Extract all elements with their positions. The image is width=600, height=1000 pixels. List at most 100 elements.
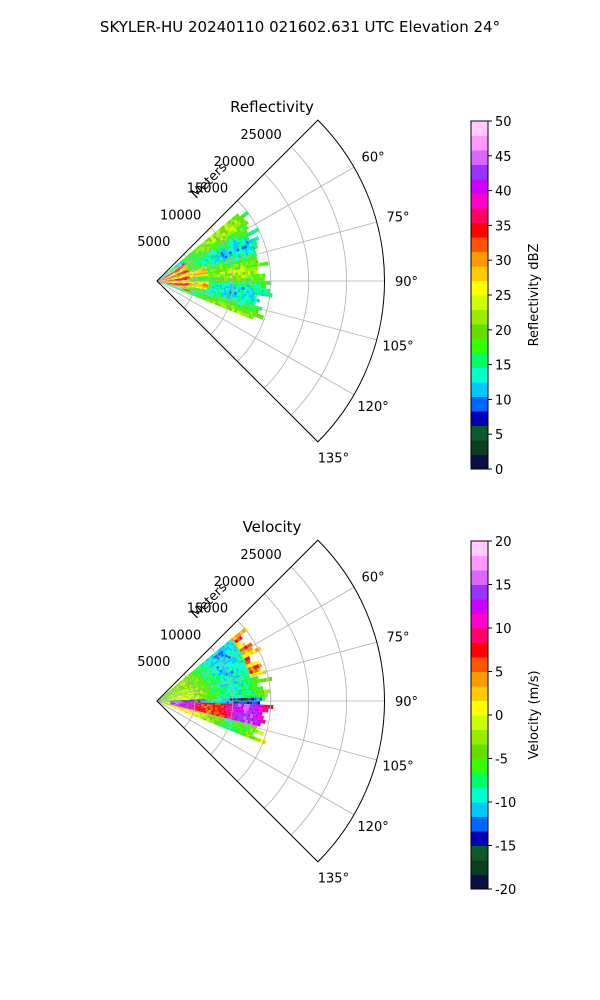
radar-gate <box>208 238 213 243</box>
colorbar-segment <box>471 208 488 223</box>
radar-gate <box>227 270 231 274</box>
radar-gate <box>181 699 185 701</box>
radar-gate <box>262 708 266 713</box>
radar-gate <box>218 269 222 273</box>
radar-gate <box>220 686 224 690</box>
radar-gate <box>245 694 249 698</box>
radar-gate <box>203 702 207 705</box>
radar-gate <box>251 717 255 722</box>
radar-gate <box>216 285 220 288</box>
azimuth-spoke <box>156 166 355 282</box>
radar-gate <box>241 701 245 705</box>
radar-gate <box>205 661 209 666</box>
radar-gate <box>191 702 195 704</box>
radar-gate <box>175 704 179 706</box>
radar-gate <box>204 294 208 298</box>
radar-gate <box>226 703 230 707</box>
radar-gate <box>202 246 206 250</box>
radar-gate <box>182 276 185 278</box>
figure-suptitle: SKYLER-HU 20240110 021602.631 UTC Elevat… <box>100 18 500 36</box>
colorbar-segment <box>471 237 488 252</box>
radar-gate <box>223 292 227 296</box>
radar-gate <box>213 666 218 671</box>
radar-gate <box>174 284 178 286</box>
radar-gate <box>265 281 269 285</box>
radar-gate <box>183 704 187 707</box>
colorbar-tick-label: 0 <box>495 709 503 724</box>
radar-gate <box>185 262 189 266</box>
radar-gate <box>208 662 212 666</box>
radar-gate <box>170 702 174 704</box>
radar-gate <box>226 662 231 667</box>
radar-gate <box>204 693 208 696</box>
radar-gate <box>162 701 165 703</box>
radar-gate <box>252 690 256 695</box>
radar-gate <box>215 230 220 235</box>
radar-gate <box>256 281 260 285</box>
radar-gate <box>168 274 171 276</box>
radar-gate <box>264 693 268 698</box>
radar-gate <box>234 711 238 716</box>
radar-gate <box>229 698 233 701</box>
radar-gate <box>220 705 224 708</box>
radar-gate <box>234 686 238 691</box>
radar-gate <box>254 686 258 691</box>
radar-gate <box>246 716 250 721</box>
radar-gate <box>186 270 190 273</box>
radar-gate <box>194 263 198 266</box>
radar-gate <box>188 292 192 295</box>
radar-gate <box>221 724 226 729</box>
radar-gate <box>227 713 231 717</box>
radar-gate <box>161 696 164 698</box>
radar-gate <box>162 281 166 283</box>
radar-gate <box>213 655 218 659</box>
radar-gate <box>164 697 168 699</box>
radar-gate <box>228 661 233 666</box>
radar-gate <box>232 246 237 250</box>
radar-gate <box>177 689 181 692</box>
radar-gate <box>197 715 201 719</box>
panel-title: Reflectivity <box>230 98 314 116</box>
azimuth-tick-label: 75° <box>386 210 409 225</box>
radar-gate <box>224 263 228 267</box>
radar-gate <box>193 248 197 252</box>
radar-gate <box>222 273 226 277</box>
colorbar-tick-label: 50 <box>495 115 512 130</box>
radar-gate <box>210 676 214 680</box>
radar-gate <box>226 290 230 294</box>
radar-gate <box>184 275 188 278</box>
radar-gate <box>211 662 215 667</box>
radar-gate <box>228 227 233 232</box>
radar-gate <box>206 261 211 265</box>
radar-gate <box>167 275 170 277</box>
radar-gate <box>200 699 203 701</box>
radar-gate <box>171 281 175 283</box>
radar-gate <box>247 239 252 244</box>
radar-gate <box>190 697 194 699</box>
radar-gate <box>172 278 175 280</box>
radar-gate <box>187 276 190 278</box>
radar-gate <box>214 289 217 292</box>
radar-gate <box>252 665 257 670</box>
radar-gate <box>222 299 226 304</box>
radar-gate <box>227 708 231 712</box>
radar-gate <box>240 289 244 294</box>
colorbar-segment <box>471 802 488 817</box>
radar-gate <box>175 691 179 694</box>
radar-gate <box>247 659 251 664</box>
radar-gate <box>187 711 191 714</box>
radar-gate <box>217 252 222 257</box>
radar-gate <box>245 281 249 285</box>
radar-gate <box>222 285 226 289</box>
radar-gate <box>254 683 258 688</box>
radar-gate <box>211 665 215 670</box>
radar-gate <box>182 260 186 264</box>
radar-gate <box>246 258 250 262</box>
radar-gate <box>164 282 167 283</box>
radar-gate <box>244 691 248 695</box>
radar-gate <box>255 259 259 264</box>
radar-gate <box>250 666 255 671</box>
radar-gate <box>179 681 183 684</box>
radar-gate <box>165 703 168 706</box>
radar-gate <box>203 675 207 679</box>
